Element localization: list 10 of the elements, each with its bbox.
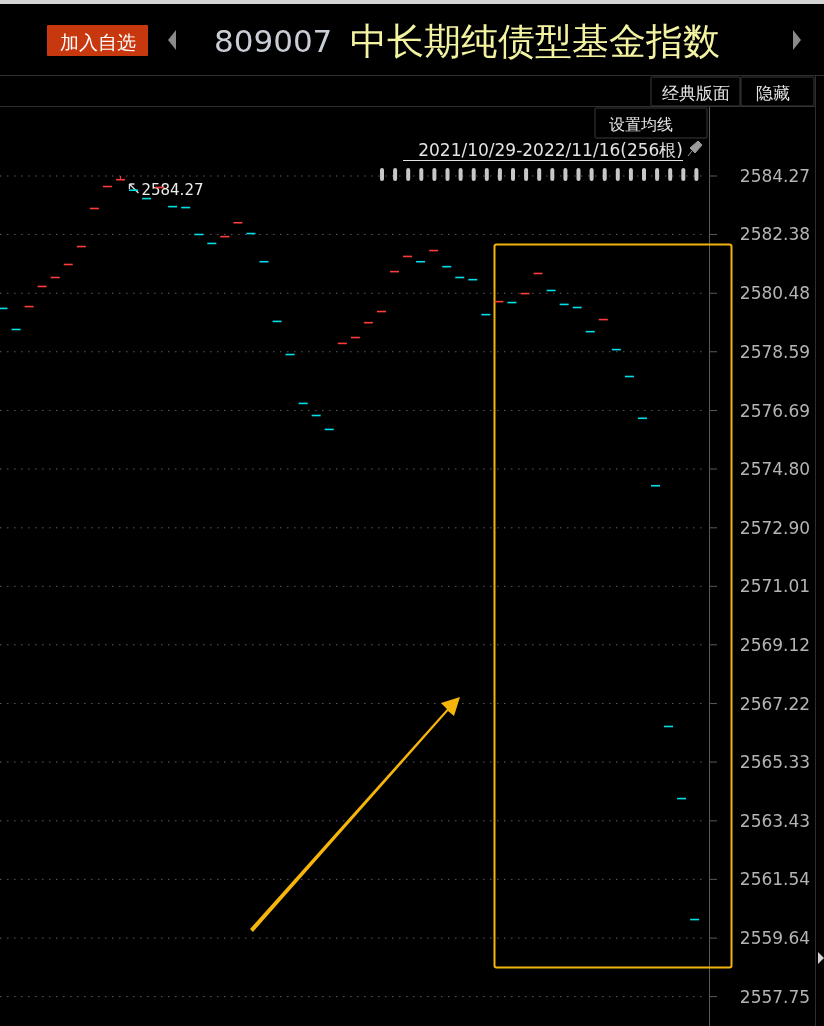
annotation: 设置均线 [594, 107, 708, 139]
annotation: 2021/10/29-2022/11/16(256根) [402, 140, 684, 161]
annotation: 经典版面 [650, 76, 741, 107]
subtitle: 809007 [214, 23, 333, 59]
title: 中长期纯债型基金指数 [350, 19, 720, 63]
annotation: 隐藏 [740, 76, 815, 107]
annotation: 设置均线 [609, 114, 673, 134]
annotation: 2584.27 [128, 181, 204, 199]
annotation: 加入自选 [47, 25, 148, 56]
annotation: 2584.27 [141, 181, 204, 199]
